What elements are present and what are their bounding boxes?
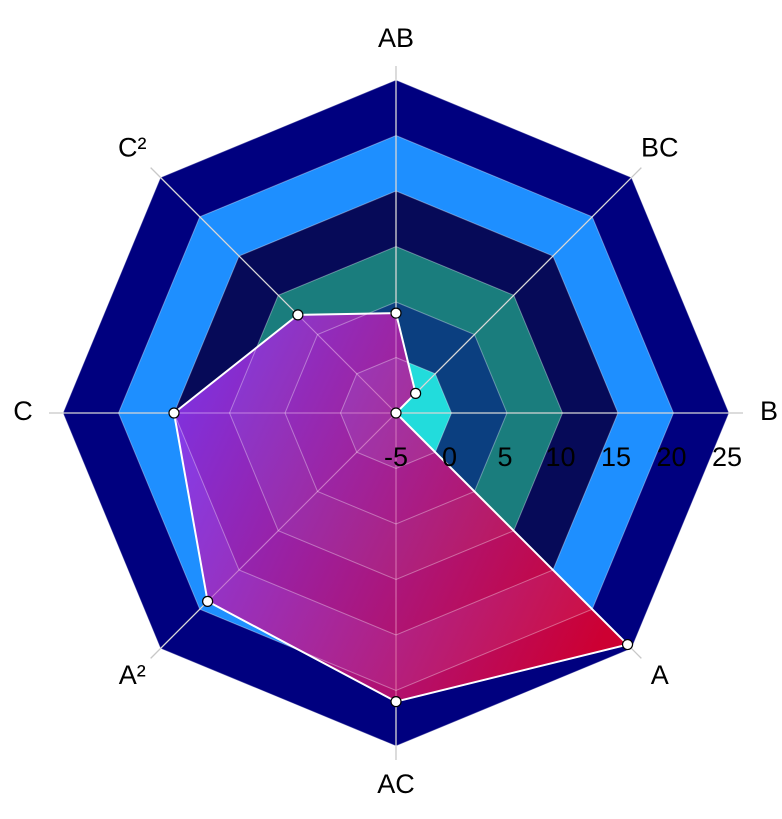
axis-label: AC xyxy=(377,769,415,799)
axis-label: B xyxy=(760,396,778,426)
r-tick-label: 20 xyxy=(656,442,686,472)
axis-label: A² xyxy=(119,660,146,690)
data-point xyxy=(621,638,634,651)
data-point xyxy=(390,407,402,419)
grid-ring xyxy=(62,79,730,747)
data-point xyxy=(410,387,422,399)
r-tick-label: 10 xyxy=(545,442,575,472)
grid-ring xyxy=(117,134,675,692)
grid-ring xyxy=(284,301,508,525)
axis-label: C xyxy=(13,396,33,426)
spoke-overlay xyxy=(160,412,397,649)
axis-label: AB xyxy=(378,23,414,53)
grid-ring xyxy=(339,356,453,470)
data-point xyxy=(168,407,180,419)
r-tick-label: -5 xyxy=(384,442,408,472)
grid-ring xyxy=(173,190,619,636)
spoke-overlay xyxy=(395,177,632,414)
axis-label: A xyxy=(651,660,669,690)
r-tick-label: 25 xyxy=(712,442,742,472)
grid-ring xyxy=(228,245,564,581)
r-tick-label: 15 xyxy=(601,442,631,472)
data-area xyxy=(174,313,628,702)
r-tick-label: 0 xyxy=(442,442,457,472)
data-point xyxy=(292,309,304,321)
data-point xyxy=(390,695,402,708)
spoke-overlay xyxy=(160,177,397,414)
axis-label: BC xyxy=(641,132,679,162)
axis-label: C² xyxy=(118,132,147,162)
r-tick-label: 5 xyxy=(497,442,512,472)
spoke xyxy=(395,167,642,414)
data-point xyxy=(202,595,214,607)
data-point xyxy=(390,307,402,319)
